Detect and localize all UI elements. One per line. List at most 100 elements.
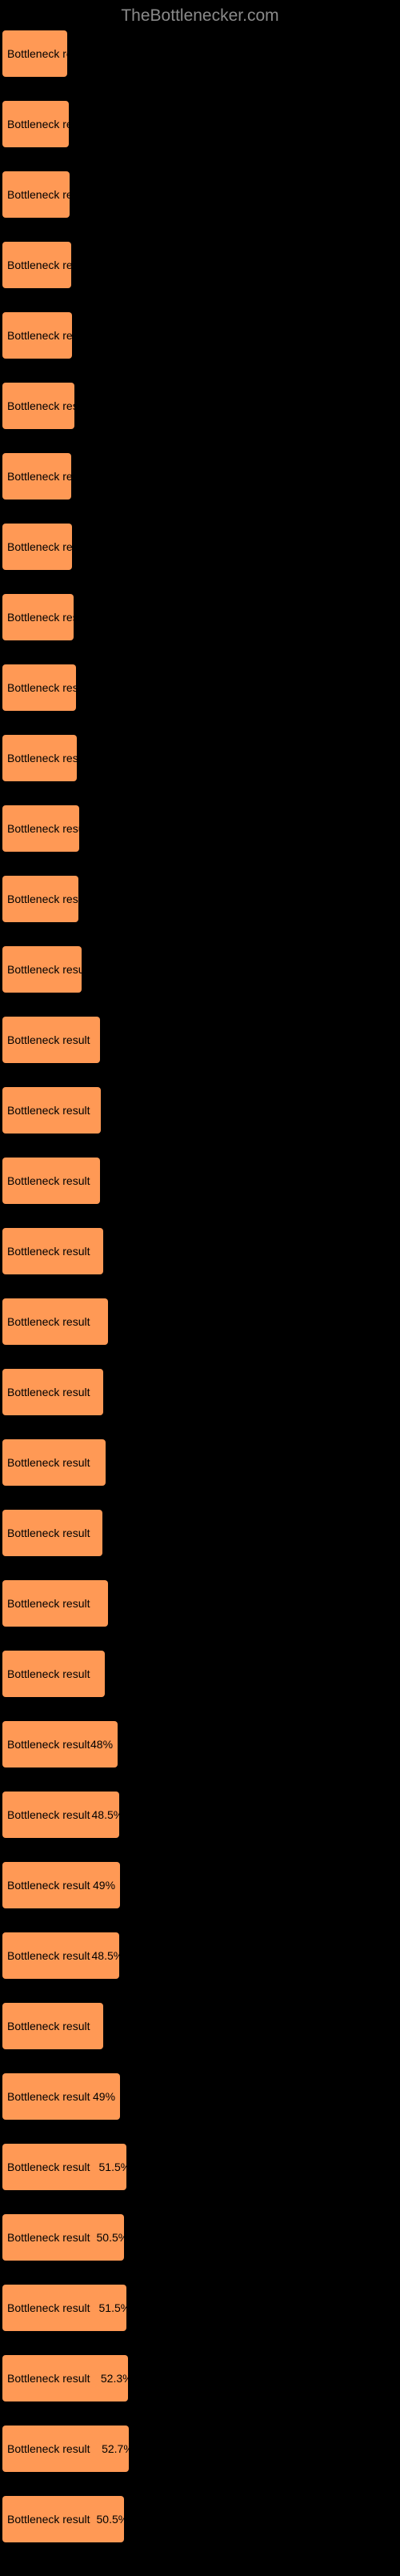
row-category-label: in For Honor [0, 999, 62, 1012]
chart-row: in Wargame: Red DragonBottleneck result [0, 594, 400, 640]
bar-inner-label: Bottleneck result [7, 1315, 90, 1328]
bar: Bottleneck result [2, 30, 67, 77]
chart-row: in ARK: Survival EvolvedBottleneck resul… [0, 2214, 400, 2261]
bar: Bottleneck result [2, 242, 71, 288]
chart-row: in F1 2019Bottleneck result [0, 453, 400, 500]
chart-row: in ArcheAgeBottleneck result [0, 101, 400, 147]
bar: Bottleneck result [2, 664, 76, 711]
chart-row: in Kingdom Come: DeliveranceBottleneck r… [0, 1369, 400, 1415]
bar-inner-label: Bottleneck result [7, 1808, 90, 1821]
row-category-label: in Don't Starve [0, 1633, 73, 1646]
bar-value-label: 50.5% [97, 2513, 129, 2526]
bar-value-label: 49% [93, 1879, 115, 1892]
bar-inner-label: Bottleneck result [7, 1104, 90, 1117]
row-category-label: in Mad Max [0, 1915, 58, 1928]
chart-row: in We Happy FewBottleneck result51.5% [0, 2144, 400, 2190]
bottleneck-bar-chart: in General TasksBottleneck resultin Arch… [0, 30, 400, 2576]
row-category-label: in Tom Clancy's Rainbow Six Siege [0, 2267, 175, 2280]
bar: Bottleneck result [2, 1158, 100, 1204]
row-category-label: in Doom [0, 2056, 42, 2068]
bar-inner-label: Bottleneck result [7, 2161, 90, 2173]
row-category-label: in Hitman 2 [0, 365, 57, 378]
chart-row: in CrysisBottleneck result [0, 946, 400, 993]
bar: Bottleneck result [2, 1017, 100, 1063]
row-category-label: in Guacamelee! 2 [0, 1281, 88, 1294]
row-category-label: in VRChat [0, 1774, 51, 1787]
bar-inner-label: Bottleneck result [7, 1597, 90, 1610]
chart-row: in Remnant: From the AshesBottleneck res… [0, 1862, 400, 1908]
bar-inner-label: Bottleneck result [7, 2442, 90, 2455]
chart-row: in Far Cry: PrimalBottleneck result [0, 876, 400, 922]
row-category-label: in DayZ [0, 295, 38, 307]
bar-value-label: 48.5% [92, 1949, 124, 1962]
bar: Bottleneck result [2, 805, 79, 852]
bar-inner-label: Bottleneck result [7, 1667, 90, 1680]
row-category-label: in ArcheAge [0, 83, 61, 96]
bar-value-label: 48.5% [92, 1808, 124, 1821]
chart-row: in Bless OnlineBottleneck result [0, 1228, 400, 1274]
bar-value-label: 51.5% [99, 2301, 131, 2314]
bar-inner-label: Bottleneck result [7, 399, 90, 412]
bar-inner-label: Bottleneck result [7, 822, 90, 835]
bar-value-label: 51.5% [99, 2161, 131, 2173]
bar: Bottleneck result [2, 1580, 108, 1627]
chart-row: in PaladinsBottleneck result [0, 805, 400, 852]
bar-value-label: 49% [93, 2090, 115, 2103]
chart-row: in Resident Evil 7Bottleneck result [0, 1087, 400, 1134]
row-category-label: in Kingdom Come: Deliverance [0, 1351, 154, 1364]
bar: Bottleneck result [2, 1510, 102, 1556]
row-category-label: in Battlerite [0, 154, 56, 167]
bar-inner-label: Bottleneck result [7, 118, 90, 130]
row-category-label: in ARK: Survival Evolved [0, 2197, 123, 2209]
chart-row: in GothicBottleneck result52.7% [0, 2426, 400, 2472]
bar-inner-label: Bottleneck result [7, 1949, 90, 1962]
chart-row: in DoomBottleneck result49% [0, 2073, 400, 2120]
chart-row: in TeraBottleneck result [0, 1158, 400, 1204]
chart-row: in Broken AgeBottleneck result48% [0, 1721, 400, 1767]
site-title-link[interactable]: TheBottlenecker.com [121, 6, 278, 25]
bar: Bottleneck result [2, 735, 77, 781]
bar-inner-label: Bottleneck result [7, 329, 90, 342]
row-category-label: in Tera [0, 1140, 34, 1153]
row-category-label: in Gothic [0, 2408, 44, 2421]
bar: Bottleneck result [2, 1439, 106, 1486]
bar-value-label: 52.3% [101, 2372, 133, 2385]
bar-inner-label: Bottleneck result [7, 188, 90, 201]
chart-row: in Batman: Arkham OriginsBottleneck resu… [0, 2496, 400, 2542]
row-category-label: in Broken Age [0, 1703, 70, 1716]
bar-inner-label: Bottleneck result [7, 963, 90, 976]
bar: Bottleneck result [2, 171, 70, 218]
chart-row: in Hitman 2Bottleneck result [0, 383, 400, 429]
bar-inner-label: Bottleneck result [7, 2020, 90, 2032]
bar-inner-label: Bottleneck result [7, 1386, 90, 1398]
bar: Bottleneck result [2, 1298, 108, 1345]
bar-inner-label: Bottleneck result [7, 1033, 90, 1046]
bar-value-label: 50.5% [97, 2231, 129, 2244]
row-category-label: in Just Cause 4 [0, 224, 78, 237]
bar-inner-label: Bottleneck result [7, 47, 90, 60]
bar-inner-label: Bottleneck result [7, 2372, 90, 2385]
bar: Bottleneck result [2, 1228, 103, 1274]
chart-row: in Anno 2205Bottleneck result [0, 1439, 400, 1486]
row-category-label: in Forza Horizon 3 [0, 506, 91, 519]
bar-inner-label: Bottleneck result [7, 1879, 90, 1892]
bar-inner-label: Bottleneck result [7, 2513, 90, 2526]
bar-inner-label: Bottleneck result [7, 2231, 90, 2244]
bar: Bottleneck result [2, 946, 82, 993]
chart-row: in Grand Theft Auto IIIBottleneck result [0, 1510, 400, 1556]
chart-row: in VRChatBottleneck result48.5% [0, 1792, 400, 1838]
bar-inner-label: Bottleneck result [7, 470, 90, 483]
bar-inner-label: Bottleneck result [7, 893, 90, 905]
row-category-label: in Far Cry: Primal [0, 858, 87, 871]
bar-inner-label: Bottleneck result [7, 2090, 90, 2103]
row-category-label: in Resident Evil 7 [0, 1069, 86, 1082]
chart-row: in NiohBottleneck result [0, 2003, 400, 2049]
bar: Bottleneck result [2, 312, 72, 359]
chart-row: in Mad MaxBottleneck result48.5% [0, 1932, 400, 1979]
bar: Bottleneck result [2, 1369, 103, 1415]
chart-row: in Forza Horizon 3Bottleneck result [0, 524, 400, 570]
bar-inner-label: Bottleneck result [7, 752, 90, 764]
bar-inner-label: Bottleneck result [7, 1456, 90, 1469]
bar-inner-label: Bottleneck result [7, 2301, 90, 2314]
chart-row: in StellarisBottleneck result52.3% [0, 2355, 400, 2401]
